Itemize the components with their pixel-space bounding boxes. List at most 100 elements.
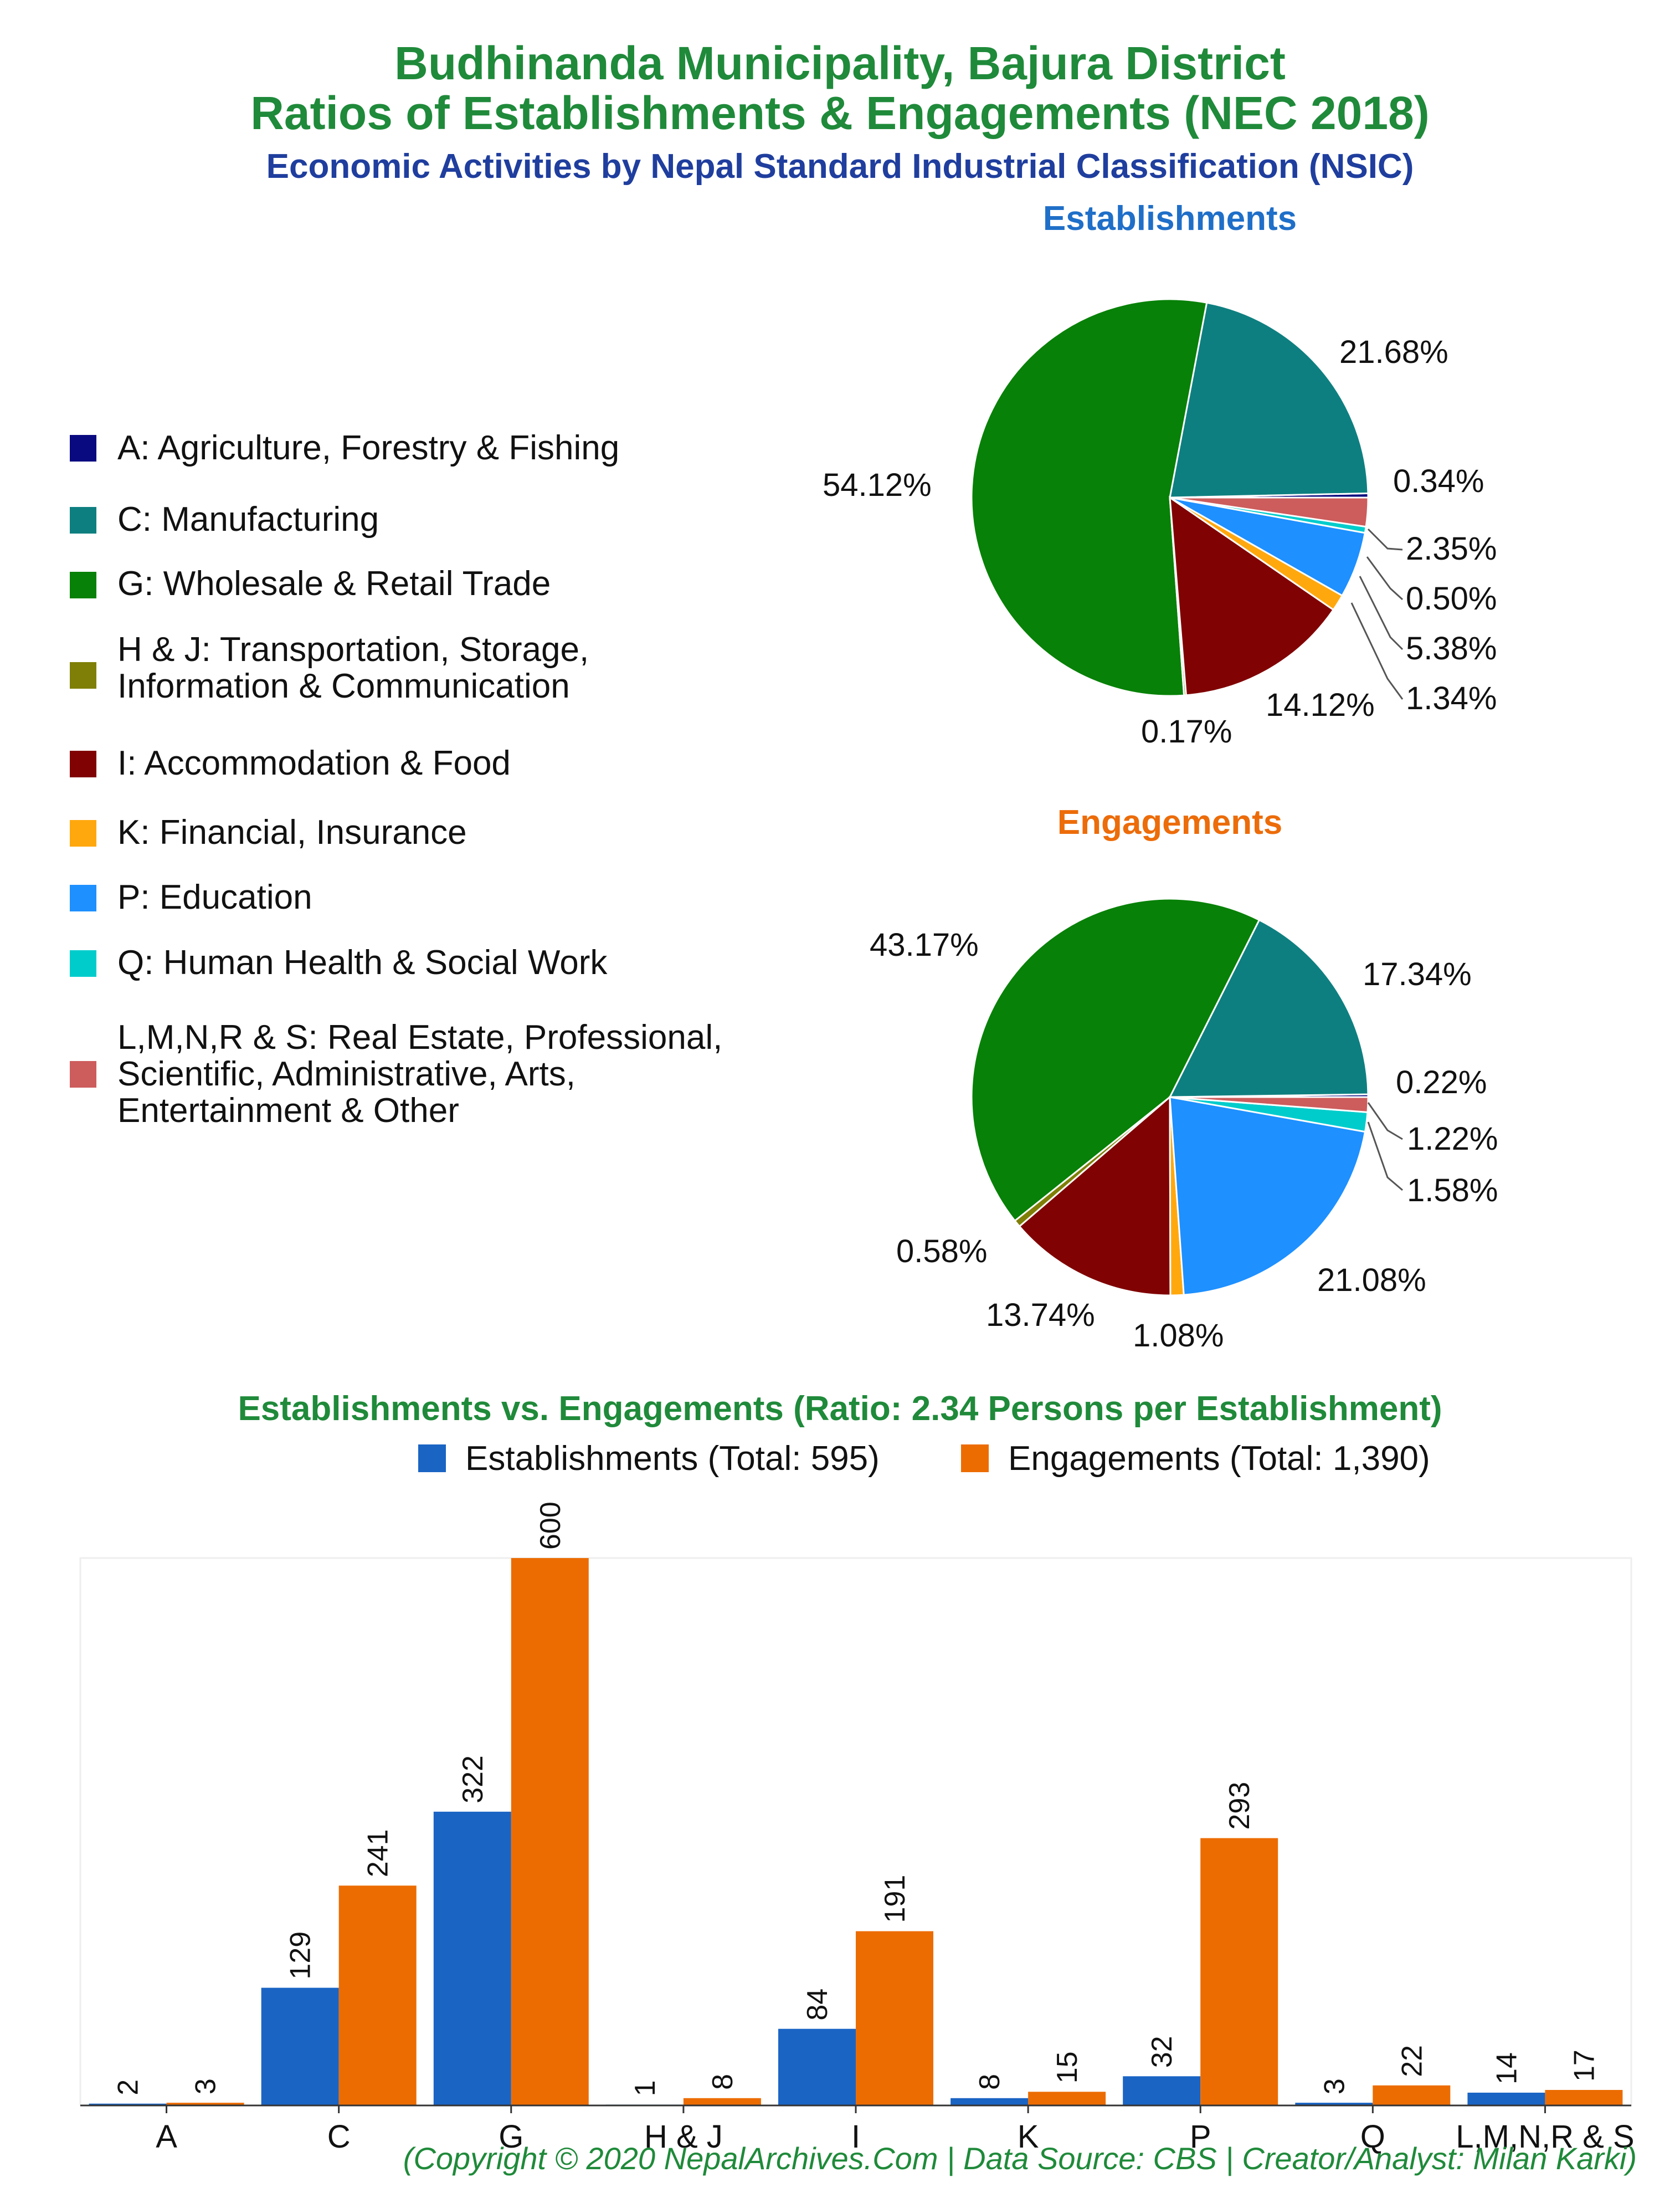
pie-data-label: 0.17%	[1141, 714, 1232, 750]
legend-label: I: Accommodation & Food	[117, 744, 511, 782]
bar-value-label: 3	[1318, 2078, 1350, 2094]
bar-value-label: 84	[802, 1989, 834, 2021]
pie-data-label: 2.35%	[1406, 531, 1497, 567]
bar-legend-label: Establishments (Total: 595)	[465, 1439, 880, 1478]
chart-subtitle: Economic Activities by Nepal Standard In…	[266, 147, 1414, 186]
legend-swatch	[70, 950, 96, 977]
bar-value-label: 14	[1491, 2052, 1523, 2084]
bar-value-label: 17	[1568, 2049, 1600, 2082]
pie-slice-i	[1018, 1095, 1172, 1297]
legend-label: A: Agriculture, Forestry & Fishing	[117, 429, 620, 467]
bar-value-label: 191	[879, 1875, 911, 1923]
bar-engagements	[166, 2103, 244, 2105]
chart-title: Budhinanda Municipality, Bajura District	[394, 37, 1286, 89]
bar-engagements	[1200, 1838, 1278, 2105]
legend-label: P: Education	[117, 878, 312, 916]
bar-value-label: 3	[190, 2078, 222, 2094]
bar-establishments	[89, 2103, 167, 2105]
pie-data-label: 21.08%	[1317, 1262, 1426, 1298]
legend-label: G: Wholesale & Retail Trade	[117, 565, 551, 603]
bar-engagements	[1028, 2092, 1106, 2105]
bar-establishments	[261, 1987, 339, 2105]
legend-swatch	[70, 1061, 96, 1088]
bar-value-label: 8	[974, 2074, 1006, 2090]
legend-label: H & J: Transportation, Storage,	[117, 631, 589, 669]
legend-label: Information & Communication	[117, 667, 570, 705]
pie-data-label: 17.34%	[1363, 956, 1472, 992]
x-tick-label: A	[156, 2119, 177, 2155]
pie-data-label: 14.12%	[1266, 687, 1375, 723]
legend-swatch	[70, 885, 96, 911]
legend-label: K: Financial, Insurance	[117, 813, 467, 852]
legend-swatch	[70, 572, 96, 598]
bar-value-label: 293	[1224, 1782, 1256, 1830]
legend-label: Scientific, Administrative, Arts,	[117, 1055, 576, 1093]
bar-engagements	[338, 1885, 417, 2105]
chart-title-line2: Ratios of Establishments & Engagements (…	[250, 87, 1430, 139]
bar-establishments	[433, 1811, 511, 2105]
x-tick-label: H & J	[644, 2119, 723, 2155]
copyright-footer: (Copyright © 2020 NepalArchives.Com | Da…	[403, 2141, 1637, 2176]
x-tick-label: P	[1190, 2119, 1211, 2155]
pie-leader-line	[1367, 1121, 1403, 1191]
bar-establishments	[1123, 2076, 1201, 2105]
pie-data-label: 0.50%	[1406, 581, 1497, 617]
pie-slice-c	[1169, 301, 1369, 499]
pie-data-label: 5.38%	[1406, 631, 1497, 667]
bar-establishments	[951, 2098, 1029, 2105]
pie-data-label: 21.68%	[1339, 334, 1448, 370]
legend-label: L,M,N,R & S: Real Estate, Professional,	[117, 1018, 723, 1057]
pie-title: Engagements	[1057, 803, 1283, 842]
pie-data-label: 1.08%	[1133, 1318, 1224, 1354]
legend-label: C: Manufacturing	[117, 500, 379, 539]
pie-slice-p	[1169, 1096, 1366, 1296]
pie-data-label: 1.58%	[1407, 1172, 1498, 1208]
pie-title: Establishments	[1043, 199, 1297, 238]
bar-engagements	[1545, 2090, 1623, 2105]
legend-swatch	[70, 507, 96, 534]
pie-data-label: 0.58%	[896, 1233, 987, 1269]
bar-establishments	[778, 2028, 856, 2105]
bar-value-label: 15	[1051, 2051, 1083, 2083]
x-tick-label: K	[1018, 2119, 1039, 2155]
bar-value-label: 241	[362, 1829, 394, 1877]
legend-label: Entertainment & Other	[117, 1092, 459, 1130]
pie-slice-i	[1169, 495, 1335, 696]
pie-leader-line	[1366, 556, 1404, 601]
x-tick-label: Q	[1360, 2119, 1385, 2155]
bar-legend-swatch	[961, 1444, 989, 1472]
bar-value-label: 2	[112, 2079, 145, 2095]
pie-leader-line	[1359, 576, 1404, 650]
x-tick-label: L,M,N,R & S	[1456, 2119, 1634, 2155]
bar-value-label: 600	[535, 1502, 567, 1550]
bar-value-label: 22	[1396, 2045, 1428, 2077]
bar-legend-swatch	[418, 1444, 446, 1472]
bar-engagements	[683, 2098, 761, 2105]
pie-slice-lmnrs	[1169, 1096, 1369, 1114]
bar-value-label: 8	[707, 2074, 739, 2090]
pie-data-label: 54.12%	[823, 467, 932, 503]
pie-slice-lmnrs	[1169, 496, 1369, 528]
x-tick-label: C	[327, 2119, 351, 2155]
pie-slice-g	[970, 898, 1261, 1222]
bar-engagements	[511, 1558, 589, 2105]
x-tick-label: I	[851, 2119, 860, 2155]
pie-data-label: 1.34%	[1406, 680, 1497, 716]
pie-leader-line	[1367, 528, 1403, 551]
legend-swatch	[70, 435, 96, 462]
legend-label: Q: Human Health & Social Work	[117, 944, 608, 982]
pie-data-label: 43.17%	[870, 927, 979, 963]
bar-establishments	[1467, 2092, 1545, 2105]
legend-swatch	[70, 751, 96, 777]
bar-value-label: 129	[285, 1931, 317, 1980]
bar-chart-title: Establishments vs. Engagements (Ratio: 2…	[238, 1390, 1442, 1428]
legend-swatch	[70, 662, 96, 689]
pie-slice-g	[970, 298, 1208, 697]
legend-swatch	[70, 820, 96, 847]
bar-value-label: 322	[457, 1755, 489, 1803]
pie-data-label: 13.74%	[986, 1297, 1095, 1333]
pie-data-label: 0.34%	[1393, 463, 1484, 499]
bar-value-label: 1	[629, 2080, 661, 2096]
pie-data-label: 0.22%	[1396, 1064, 1487, 1100]
